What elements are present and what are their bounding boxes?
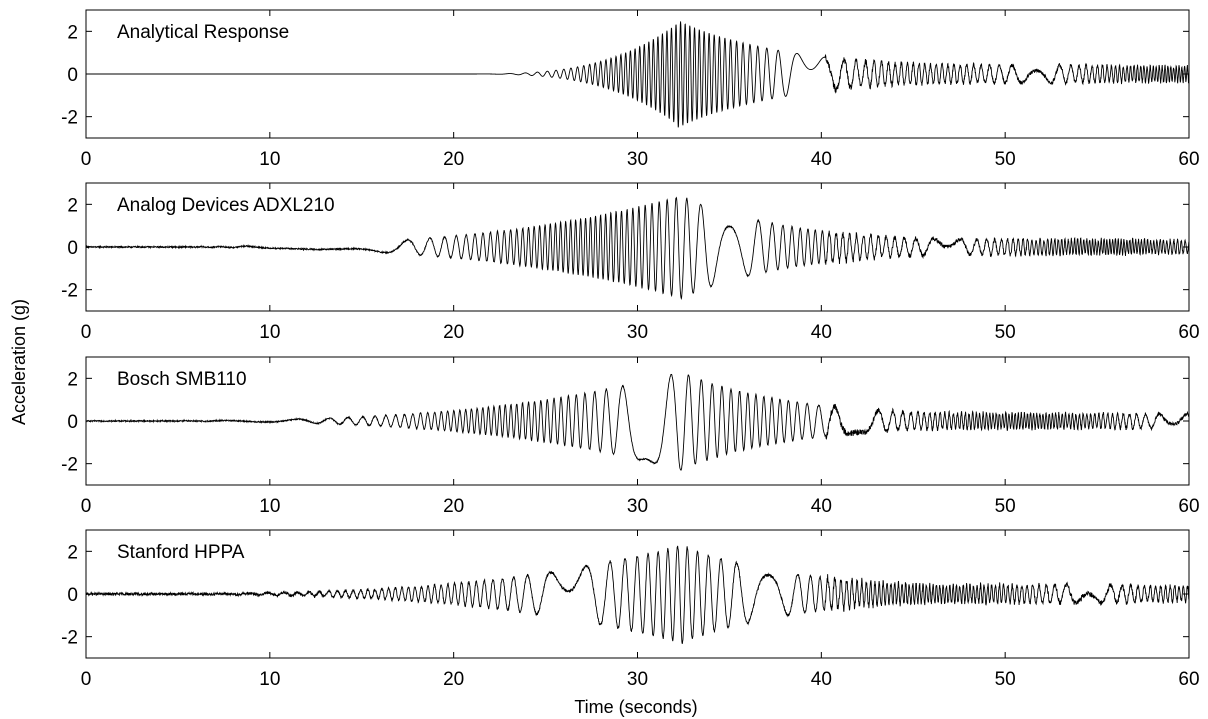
x-tick-label: 50 xyxy=(995,669,1016,690)
panel-title: Analytical Response xyxy=(117,22,289,43)
x-tick-label: 20 xyxy=(443,149,464,170)
x-tick-label: 50 xyxy=(995,149,1016,170)
y-tick-label: 2 xyxy=(67,195,78,216)
y-tick-label: -2 xyxy=(61,455,78,476)
panel-title: Stanford HPPA xyxy=(117,542,245,563)
y-tick-label: 2 xyxy=(67,542,78,563)
x-tick-label: 60 xyxy=(1178,669,1199,690)
x-tick-label: 40 xyxy=(811,669,832,690)
x-tick-label: 60 xyxy=(1178,322,1199,343)
y-tick-label: -2 xyxy=(61,628,78,649)
y-tick-label: 0 xyxy=(67,585,78,606)
x-tick-label: 60 xyxy=(1178,149,1199,170)
y-axis-label: Acceleration (g) xyxy=(9,299,29,425)
axes-box xyxy=(85,529,1190,659)
x-tick-label: 10 xyxy=(259,496,280,517)
y-tick-label: 0 xyxy=(67,238,78,259)
x-tick-label: 0 xyxy=(81,669,92,690)
y-tick-label: 0 xyxy=(67,65,78,86)
x-tick-label: 30 xyxy=(627,149,648,170)
x-tick-label: 0 xyxy=(81,149,92,170)
x-tick-label: 40 xyxy=(811,149,832,170)
x-tick-label: 40 xyxy=(811,322,832,343)
y-tick-label: 2 xyxy=(67,22,78,43)
x-tick-label: 50 xyxy=(995,496,1016,517)
y-tick-label: 0 xyxy=(67,412,78,433)
x-tick-label: 0 xyxy=(81,496,92,517)
panel-title: Analog Devices ADXL210 xyxy=(117,195,335,216)
x-tick-label: 30 xyxy=(627,322,648,343)
x-tick-label: 10 xyxy=(259,149,280,170)
x-tick-label: 60 xyxy=(1178,496,1199,517)
x-tick-label: 40 xyxy=(811,496,832,517)
x-tick-label: 30 xyxy=(627,496,648,517)
signal-trace xyxy=(85,196,1190,301)
y-tick-label: -2 xyxy=(61,281,78,302)
x-tick-label: 10 xyxy=(259,669,280,690)
signal-trace xyxy=(85,545,1190,644)
x-tick-label: 30 xyxy=(627,669,648,690)
x-tick-label: 20 xyxy=(443,669,464,690)
y-tick-label: 2 xyxy=(67,369,78,390)
x-tick-label: 10 xyxy=(259,322,280,343)
x-tick-label: 0 xyxy=(81,322,92,343)
x-tick-label: 50 xyxy=(995,322,1016,343)
x-axis-label: Time (seconds) xyxy=(574,697,697,717)
x-tick-label: 20 xyxy=(443,496,464,517)
x-tick-label: 20 xyxy=(443,322,464,343)
signal-trace xyxy=(86,21,1190,128)
signal-trace xyxy=(85,373,1190,471)
panel-title: Bosch SMB110 xyxy=(117,369,247,390)
y-tick-label: -2 xyxy=(61,108,78,129)
